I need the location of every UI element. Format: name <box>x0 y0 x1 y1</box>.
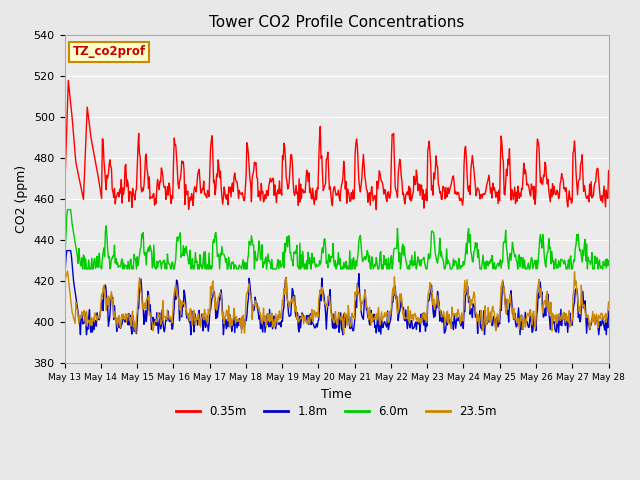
X-axis label: Time: Time <box>321 388 352 401</box>
Title: Tower CO2 Profile Concentrations: Tower CO2 Profile Concentrations <box>209 15 464 30</box>
Text: TZ_co2prof: TZ_co2prof <box>73 45 146 58</box>
Legend: 0.35m, 1.8m, 6.0m, 23.5m: 0.35m, 1.8m, 6.0m, 23.5m <box>172 401 502 423</box>
Y-axis label: CO2 (ppm): CO2 (ppm) <box>15 165 28 233</box>
